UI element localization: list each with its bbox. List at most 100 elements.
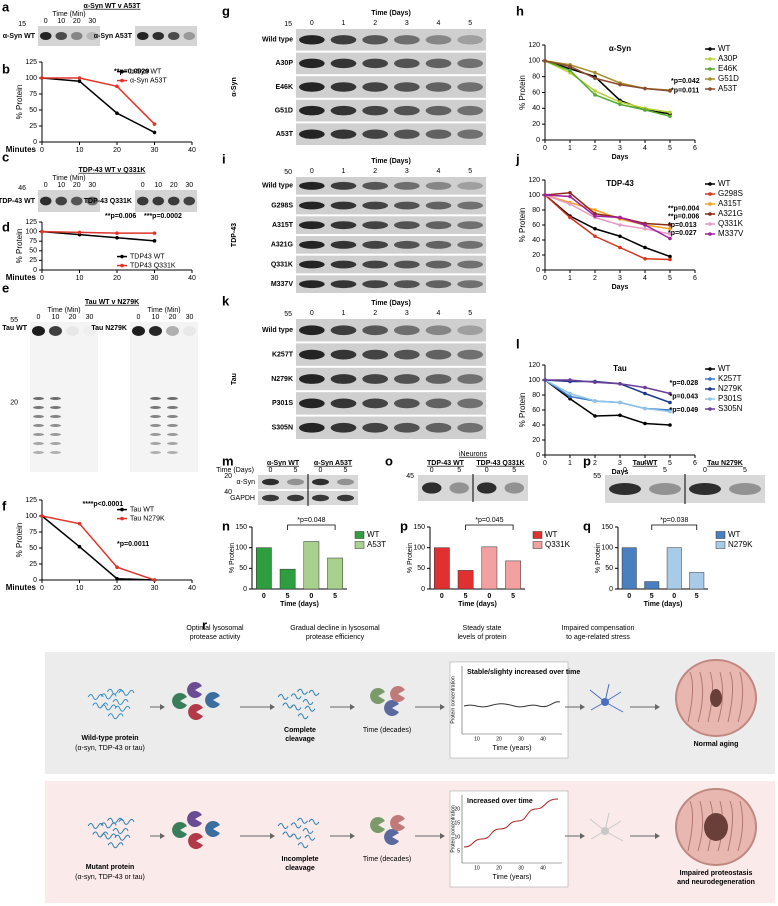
blot-band	[330, 221, 357, 230]
panel-letter: o	[385, 453, 393, 468]
blot-band	[50, 424, 61, 427]
x-tick-label: 3	[618, 460, 622, 467]
legend-label: TDP43 Q331K	[130, 262, 176, 269]
lane-label: 0	[703, 467, 707, 474]
legend-marker	[120, 78, 124, 83]
data-point	[115, 231, 119, 235]
protease	[390, 685, 405, 702]
blot-band	[167, 424, 178, 427]
blot-band	[394, 105, 420, 116]
y-tick-label: 25	[29, 257, 37, 264]
legend-marker	[708, 47, 712, 51]
protein-strand	[87, 693, 104, 700]
y-tick-label: 0	[33, 139, 37, 146]
mw-marker: 55	[284, 311, 292, 318]
protein-strand	[118, 818, 135, 825]
arrow-head	[440, 833, 445, 839]
data-point	[77, 521, 82, 526]
inset-tick: 30	[518, 865, 524, 871]
row-panel	[45, 781, 775, 903]
data-point	[568, 64, 572, 69]
protein-strand	[304, 834, 316, 841]
legend-marker	[708, 407, 712, 411]
protein-strand	[297, 842, 309, 849]
lane-label: 5	[743, 467, 747, 474]
arrow-head	[655, 833, 660, 839]
y-tick-label: 0	[33, 267, 37, 274]
blot-band	[362, 58, 388, 69]
protein-strand	[114, 834, 131, 841]
blot-band	[150, 424, 161, 427]
cleavage-label: cleavage	[285, 736, 315, 743]
y-tick-label: 0	[33, 577, 37, 584]
lane-label: 30	[185, 182, 193, 189]
blot-band	[152, 32, 164, 40]
legend-marker	[120, 507, 124, 512]
protease	[384, 829, 399, 845]
inset-line	[463, 701, 561, 708]
legend-marker	[708, 77, 712, 81]
blot-strip	[296, 52, 486, 75]
protein-label: Wild-type protein	[81, 735, 138, 742]
protein-strand	[296, 817, 308, 824]
lane-label: 5	[457, 467, 461, 474]
series-line	[544, 379, 671, 413]
legend-marker	[708, 397, 712, 401]
x-tick-label: 3	[618, 145, 622, 152]
legend-marker	[708, 367, 712, 371]
y-tick-label: 50	[29, 248, 37, 255]
lane-label: 30	[86, 314, 94, 321]
y-tick-label: 75	[29, 91, 37, 98]
panel-letter: g	[222, 3, 230, 18]
legend-label: WT	[728, 530, 741, 539]
series-line	[544, 60, 671, 114]
lane-label: 1	[342, 310, 346, 317]
legend-marker	[120, 263, 124, 268]
x-tick-label: 2	[593, 145, 597, 152]
x-axis-label: Days	[612, 284, 629, 291]
row-label: GAPDH	[230, 495, 255, 502]
row-label: S305N	[272, 425, 293, 432]
data-point	[40, 76, 44, 80]
row-label: A321G	[271, 242, 294, 249]
significance-bracket	[651, 524, 698, 530]
y-axis-label: % Protein	[229, 543, 236, 573]
lane-label: 30	[88, 18, 96, 25]
y-axis-label: % Protein	[518, 208, 527, 243]
annotation: ****p<0.0001	[83, 501, 124, 508]
step-header: protease activity	[190, 634, 241, 641]
inset-ylabel: Protein concentration	[450, 805, 456, 852]
neuron-process	[604, 683, 610, 703]
blot-band	[150, 397, 161, 400]
data-point	[40, 229, 44, 234]
blot-band	[55, 196, 67, 206]
protein-strand	[112, 699, 129, 705]
bar	[481, 546, 498, 590]
legend-marker	[708, 87, 712, 91]
inset-tick: 30	[518, 736, 524, 742]
lane-label: 0	[44, 182, 48, 189]
blot-band	[50, 406, 61, 409]
protease	[370, 688, 385, 704]
data-point	[568, 378, 572, 382]
blot-band	[262, 478, 279, 486]
blot-band	[362, 201, 388, 210]
legend-label: WT	[367, 530, 380, 539]
data-point	[593, 226, 597, 231]
blot-band	[150, 415, 161, 418]
blot-band	[132, 326, 145, 336]
y-tick-label: 50	[29, 545, 37, 552]
data-point	[643, 256, 647, 261]
blot-band	[50, 397, 61, 400]
blot-band	[50, 415, 61, 418]
blot-band	[299, 35, 325, 45]
x-tick-label: 0	[672, 593, 676, 600]
blot-band	[457, 374, 483, 384]
legend-marker	[708, 67, 712, 71]
blot-band	[362, 82, 388, 92]
legend-swatch	[354, 541, 365, 549]
data-point	[643, 86, 647, 91]
row-label: M337V	[271, 281, 294, 288]
blot-band	[457, 221, 483, 230]
blot-band	[40, 196, 52, 206]
